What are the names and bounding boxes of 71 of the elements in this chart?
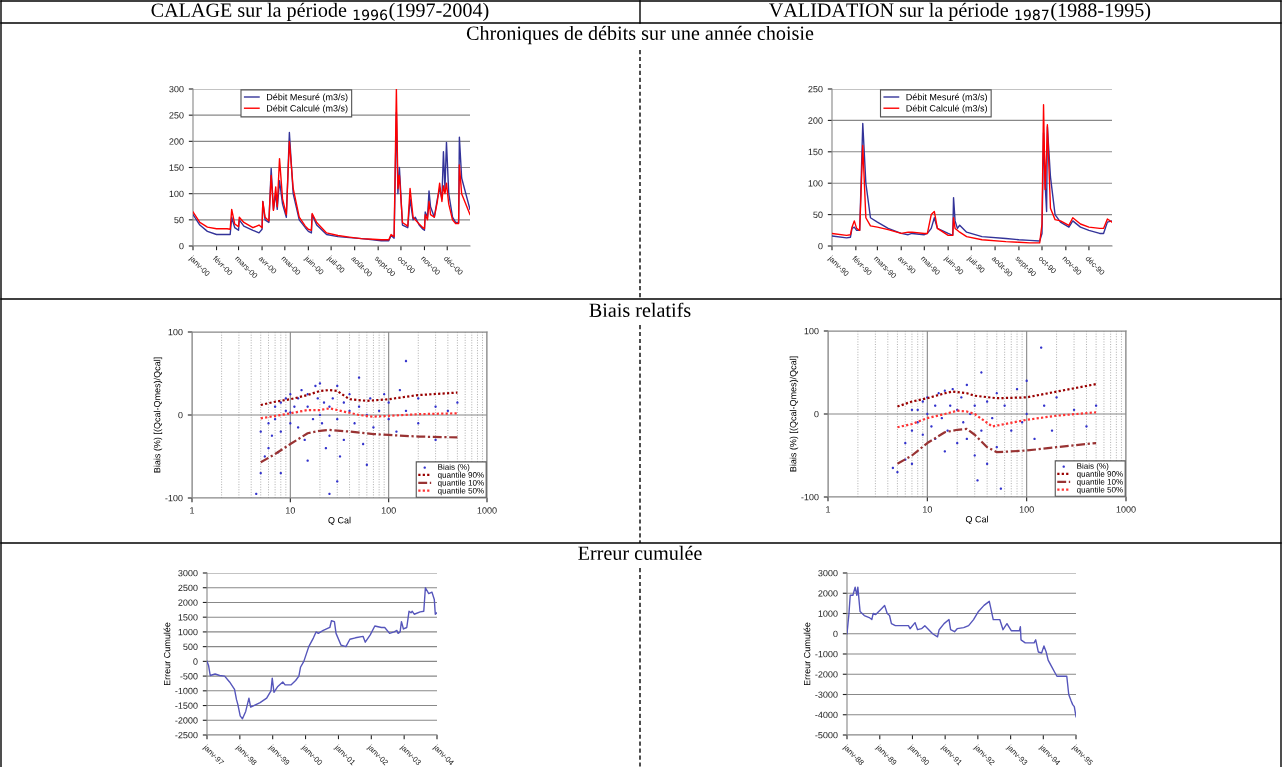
- legend-label: Débit Calculé (m3/s): [267, 104, 348, 114]
- y-tick-label: 200: [169, 138, 184, 145]
- y-tick-label: 0: [818, 242, 823, 250]
- legend-label: Débit Mesuré (m3/s): [906, 93, 987, 103]
- y-tick-label: 1500: [178, 614, 198, 621]
- y-tick-label: -100: [165, 494, 183, 502]
- y-tick-label: 0: [178, 411, 183, 419]
- y-tick-label: 200: [808, 117, 823, 124]
- x-tick-label: 1: [826, 506, 831, 513]
- x-tick-label: 100: [1019, 506, 1034, 513]
- y-tick-label: 300: [169, 85, 184, 93]
- legend-label: quantile 90%: [437, 471, 484, 480]
- x-tick-label: 1000: [1116, 506, 1136, 513]
- y-tick-label: -2000: [175, 717, 198, 724]
- text: Chroniques de débits sur une année choisie: [466, 25, 814, 45]
- y-tick-label: 50: [174, 216, 184, 224]
- x-axis-title: Q Cal: [328, 516, 351, 526]
- y-tick-label: 0: [193, 658, 198, 665]
- y-tick-label: 100: [169, 190, 184, 198]
- y-tick-label: -3000: [815, 691, 838, 698]
- y-tick-label: -1500: [175, 702, 198, 709]
- x-tick-label: 1: [190, 507, 195, 514]
- y-tick-label: 100: [804, 327, 819, 335]
- y-tick-label: 0: [814, 410, 819, 418]
- y-tick-label: 150: [808, 148, 823, 156]
- y-axis-title: Biais (%) [(Qcal-Qmes)/Qcal]: [789, 356, 799, 472]
- text: Erreur cumulée: [578, 545, 702, 561]
- y-tick-label: -1000: [815, 650, 838, 658]
- legend-label: Biais (%): [1077, 462, 1109, 471]
- y-tick-label: -4000: [815, 711, 838, 719]
- y-tick-label: 2000: [818, 590, 838, 597]
- legend-label: Débit Calculé (m3/s): [906, 104, 987, 114]
- y-tick-label: -5000: [815, 731, 838, 739]
- y-tick-label: 2500: [178, 584, 198, 592]
- y-axis-title: Erreur Cumulée: [163, 622, 171, 686]
- x-tick-label: 100: [381, 507, 396, 514]
- y-tick-label: 3000: [818, 569, 838, 577]
- y-tick-label: 250: [169, 112, 184, 119]
- y-tick-label: 250: [808, 85, 823, 93]
- y-tick-label: -100: [801, 493, 819, 501]
- legend-label: Débit Mesuré (m3/s): [267, 93, 348, 103]
- x-tick-label: 10: [286, 507, 295, 514]
- text: CALAGE sur la période $_{1996}$(1997-2004): [151, 2, 489, 22]
- y-tick-label: 1000: [818, 610, 838, 617]
- y-tick-label: 50: [813, 211, 823, 218]
- text: Biais relatifs: [589, 302, 691, 318]
- y-tick-label: -2000: [815, 671, 838, 678]
- y-tick-label: 0: [833, 630, 838, 638]
- text: VALIDATION sur la période $_{1987}$(1988-1995): [769, 2, 1151, 22]
- x-tick-label: 1000: [477, 507, 497, 514]
- legend-label: quantile 50%: [1076, 486, 1123, 495]
- legend-label: quantile 90%: [1076, 470, 1123, 479]
- y-tick-label: 500: [183, 643, 198, 650]
- legend-label: Biais (%): [438, 463, 470, 472]
- legend-label: quantile 10%: [437, 479, 484, 488]
- y-tick-label: 100: [168, 328, 183, 336]
- x-tick-label: 10: [923, 506, 932, 513]
- y-tick-label: 3000: [178, 569, 198, 577]
- y-tick-label: -2500: [175, 731, 198, 739]
- y-axis-title: Biais (%) [(Qcal-Qmes)/Qcal]: [153, 357, 163, 473]
- legend-label: quantile 50%: [437, 487, 484, 496]
- y-tick-label: 150: [169, 164, 184, 171]
- y-tick-label: 2000: [178, 599, 198, 606]
- x-axis-title: Q Cal: [965, 515, 988, 525]
- y-tick-label: 0: [179, 242, 184, 250]
- y-tick-label: 1000: [178, 628, 198, 636]
- legend-label: quantile 10%: [1076, 478, 1123, 487]
- y-axis-title: Erreur Cumulée: [803, 622, 811, 686]
- y-tick-label: -500: [180, 673, 198, 680]
- y-tick-label: -1000: [175, 687, 198, 695]
- y-tick-label: 100: [808, 180, 823, 187]
